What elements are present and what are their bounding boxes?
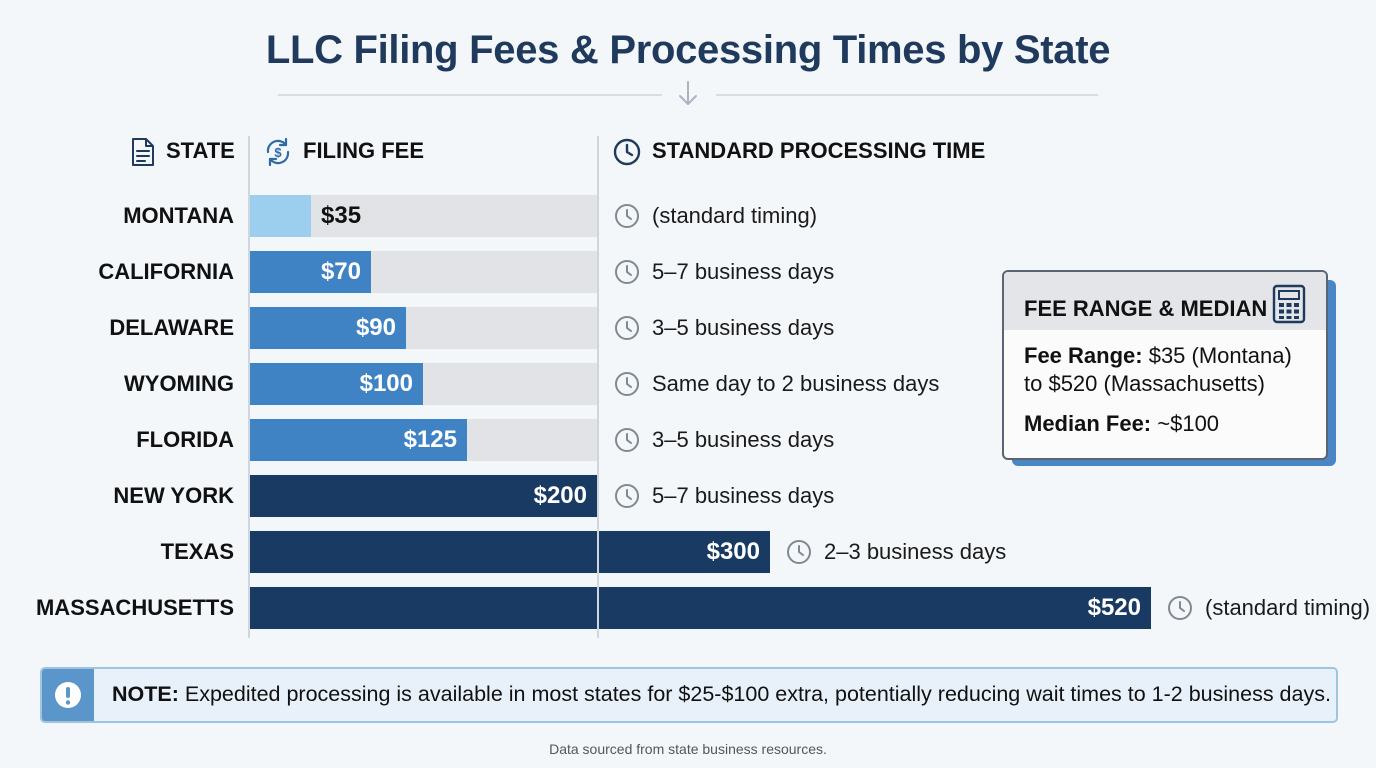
fee-value-label: $125 [403, 426, 457, 453]
fee-bar [250, 195, 311, 237]
processing-time-label: 3–5 business days [652, 427, 835, 452]
state-label: MONTANA [123, 203, 234, 228]
clock-icon [615, 372, 639, 396]
state-label: NEW YORK [113, 483, 234, 508]
clock-icon [613, 138, 641, 166]
fee-bar [250, 419, 467, 461]
fee-box-header: FEE RANGE & MEDIAN [1004, 272, 1326, 330]
fee-range-label: Fee Range: [1024, 343, 1143, 368]
clock-icon [615, 316, 639, 340]
note-label: NOTE: [112, 682, 179, 706]
processing-time-label: 5–7 business days [652, 259, 835, 284]
processing-time-label: 3–5 business days [652, 315, 835, 340]
fee-range-value-1: $35 (Montana) [1142, 343, 1292, 368]
fee-value-label: $100 [359, 370, 413, 397]
fee-value-label: $70 [320, 258, 361, 285]
note-banner: NOTE: Expedited processing is available … [40, 667, 1338, 723]
fee-bar [250, 307, 406, 349]
source-caption: Data sourced from state business resourc… [549, 741, 827, 757]
divider-fee-column [248, 136, 250, 638]
header-state: STATE [166, 138, 235, 163]
state-label: WYOMING [124, 371, 234, 396]
calculator-icon [1272, 284, 1306, 324]
fee-box-title: FEE RANGE & MEDIAN [1024, 296, 1268, 321]
clock-icon [615, 204, 639, 228]
document-icon [132, 138, 154, 166]
fee-value-label: $520 [1087, 594, 1141, 621]
state-label: DELAWARE [109, 315, 234, 340]
title-rule-left [278, 94, 662, 96]
fee-value-label: $90 [355, 314, 396, 341]
state-label: FLORIDA [136, 427, 234, 452]
clock-icon [787, 540, 811, 564]
divider-time-column [597, 136, 599, 638]
note-icon-panel [42, 669, 94, 721]
clock-icon [615, 260, 639, 284]
processing-time-label: Same day to 2 business days [652, 371, 940, 396]
fee-box-body: Fee Range: $35 (Montana) to $520 (Massac… [1004, 330, 1326, 438]
page-title: LLC Filing Fees & Processing Times by St… [265, 28, 1111, 72]
fee-bar [250, 475, 597, 517]
title-rule-right [716, 94, 1098, 96]
state-label: TEXAS [160, 539, 234, 564]
processing-time-label: (standard timing) [652, 203, 818, 228]
fee-bar [250, 587, 1151, 629]
fee-value-label: $35 [321, 202, 362, 229]
fee-range-line: Fee Range: $35 (Montana) [1024, 342, 1306, 370]
processing-time-label: 2–3 business days [824, 539, 1007, 564]
fee-value-label: $300 [706, 538, 760, 565]
processing-time-label: 5–7 business days [652, 483, 835, 508]
exclamation-icon [55, 682, 81, 708]
clock-icon [1168, 596, 1192, 620]
svg-text:$: $ [274, 145, 282, 160]
clock-icon [615, 428, 639, 452]
header-time: STANDARD PROCESSING TIME [652, 138, 986, 163]
note-text: NOTE: Expedited processing is available … [112, 682, 1331, 707]
median-label: Median Fee: [1024, 411, 1152, 436]
state-label: MASSACHUSETTS [35, 595, 234, 620]
median-value: ~$100 [1151, 411, 1220, 436]
state-label: CALIFORNIA [98, 259, 234, 284]
fee-range-box: FEE RANGE & MEDIAN Fee Range: $35 (Monta… [1002, 270, 1328, 460]
median-line: Median Fee: ~$100 [1024, 410, 1306, 438]
clock-icon [615, 484, 639, 508]
fee-value-label: $200 [533, 482, 587, 509]
arrow-down-icon [679, 81, 697, 105]
fee-bar [250, 363, 423, 405]
dollar-cycle-icon: $ [266, 137, 290, 167]
processing-time-label: (standard timing) [1205, 595, 1371, 620]
note-body: Expedited processing is available in mos… [178, 682, 1331, 706]
fee-bar [250, 531, 770, 573]
header-fee: FILING FEE [303, 138, 424, 163]
fee-range-line-2: to $520 (Massachusetts) [1024, 371, 1265, 396]
fee-bar [250, 251, 371, 293]
